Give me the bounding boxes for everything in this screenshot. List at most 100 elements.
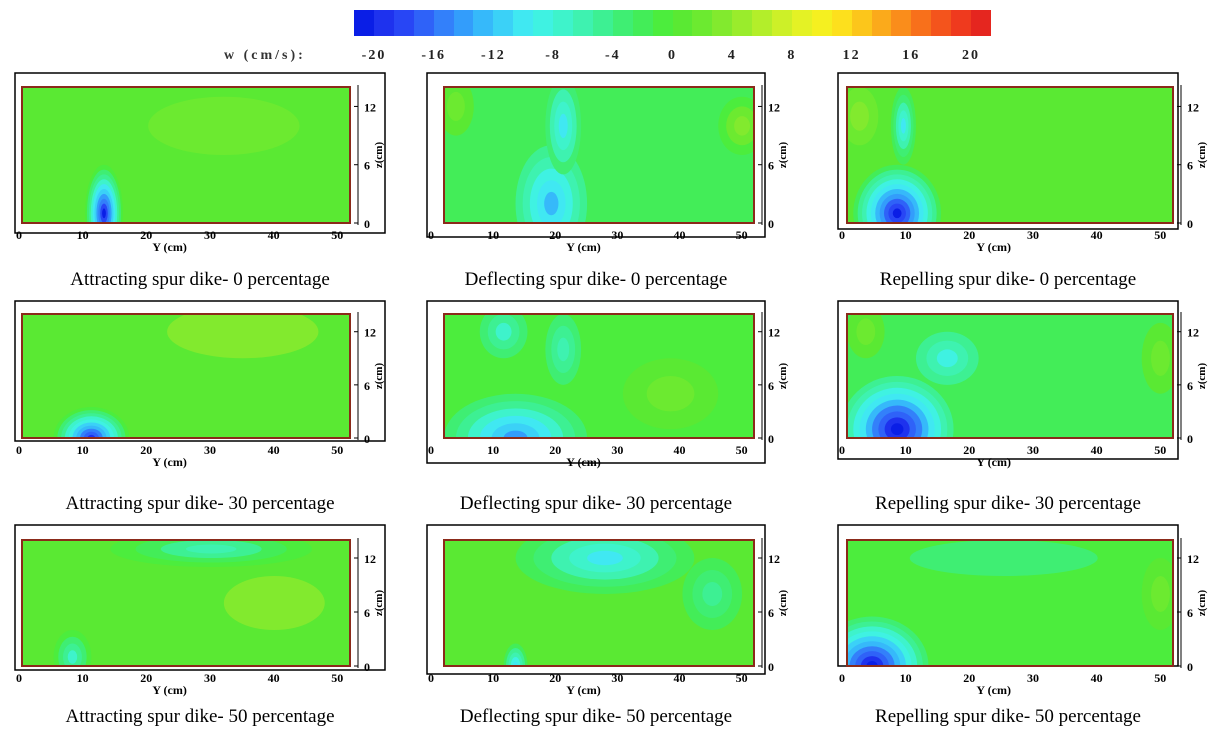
- z-tick-label: 6: [364, 159, 370, 173]
- contour-level: [734, 116, 751, 136]
- contour-panel: 0 6 12 z(cm) 0 10 20 30 40 50 Y (cm) Repelling spur…: [837, 524, 1208, 727]
- x-tick-label: 10: [487, 671, 499, 685]
- colorbar-swatch: [752, 10, 773, 36]
- x-tick-label: 50: [1154, 228, 1166, 242]
- x-tick-label: 30: [611, 443, 623, 457]
- colorbar-swatch: [533, 10, 554, 36]
- colorbar-tick-label: -4: [604, 48, 621, 63]
- x-tick-label: 0: [428, 228, 434, 242]
- channel-boundary: [846, 539, 1174, 667]
- x-tick-label: 30: [204, 443, 216, 457]
- colorbar-tick-label: -8: [545, 48, 561, 63]
- colorbar-tick-label: -20: [361, 48, 387, 63]
- z-axis-label: z(cm): [1196, 363, 1208, 390]
- x-tick-label: 0: [839, 443, 845, 457]
- x-tick-label: 50: [331, 671, 343, 685]
- x-tick-label: 30: [611, 671, 623, 685]
- colorbar-swatch: [354, 10, 374, 36]
- contour-level: [850, 101, 869, 131]
- x-axis-label: Y (cm): [152, 455, 187, 469]
- x-tick-label: 20: [140, 228, 152, 242]
- colorbar-tick-label: -16: [421, 48, 447, 63]
- colorbar-swatch: [911, 10, 932, 36]
- z-axis-label: z(cm): [373, 142, 385, 169]
- contour-panel: 0 6 12 z(cm) 0 10 20 30 40 50 Y (cm) Attracting spu…: [14, 300, 386, 514]
- z-axis-label: z(cm): [373, 590, 385, 617]
- x-tick-label: 30: [1027, 671, 1039, 685]
- z-tick-label: 12: [768, 100, 780, 114]
- panel-frame: [837, 300, 1179, 460]
- x-tick-label: 40: [673, 228, 685, 242]
- contour-level: [223, 576, 325, 630]
- z-tick-label: 12: [768, 552, 780, 566]
- contour-level: [856, 318, 876, 346]
- x-axis-label: Y (cm): [976, 683, 1011, 697]
- contour-level: [513, 661, 518, 666]
- x-tick-label: 50: [331, 443, 343, 457]
- colorbar-swatch: [433, 10, 454, 36]
- x-tick-label: 0: [428, 443, 434, 457]
- x-tick-label: 50: [736, 228, 748, 242]
- colorbar-tick-label: 12: [842, 48, 861, 63]
- contour-panel: 0 6 12 z(cm) 0 10 20 30 40 50 Y (cm) Repelling spur…: [837, 72, 1208, 290]
- colorbar-swatch: [791, 10, 812, 36]
- x-tick-label: 0: [16, 228, 22, 242]
- x-axis-label: Y (cm): [976, 240, 1011, 254]
- z-axis-label: z(cm): [777, 142, 789, 169]
- x-tick-label: 50: [1154, 671, 1166, 685]
- x-tick-label: 30: [1027, 443, 1039, 457]
- contour-level: [148, 96, 300, 155]
- x-tick-label: 10: [77, 671, 89, 685]
- z-axis-label: z(cm): [777, 363, 789, 390]
- panel-caption: Deflecting spur dike- 0 percentage: [465, 269, 728, 290]
- x-tick-label: 0: [16, 443, 22, 457]
- x-axis-label: Y (cm): [976, 455, 1011, 469]
- z-tick-label: 0: [364, 432, 370, 446]
- x-tick-label: 20: [963, 671, 975, 685]
- colorbar-swatch: [891, 10, 912, 36]
- z-tick-label: 6: [364, 379, 370, 393]
- contour-panel: 0 6 12 z(cm) 0 10 20 30 40 50 Y (cm) Repelling spur…: [837, 300, 1208, 514]
- contour-level: [503, 430, 528, 438]
- panel-frame: [426, 72, 766, 238]
- x-axis-label: Y (cm): [152, 240, 187, 254]
- contour-level: [900, 118, 906, 134]
- contour-level: [1151, 340, 1170, 376]
- panel-caption: Attracting spur dike- 50 percentage: [65, 706, 334, 727]
- colorbar-tick-label: 0: [668, 48, 677, 63]
- colorbar-tick-label: 8: [787, 48, 797, 63]
- z-tick-label: 0: [768, 660, 774, 674]
- colorbar-swatch: [712, 10, 733, 36]
- colorbar-swatch: [732, 10, 753, 36]
- contour-panel: 0 6 12 z(cm) 0 10 20 30 40 50 Y (cm) Deflecting spu…: [426, 72, 789, 290]
- colorbar-title: w (cm/s):: [224, 48, 306, 63]
- contour-level: [702, 582, 723, 606]
- panel-frame: [14, 72, 386, 234]
- x-tick-label: 40: [268, 443, 280, 457]
- contour-panel: 0 6 12 z(cm) 0 10 20 30 40 50 Y (cm) Attracting spu…: [14, 524, 386, 727]
- x-tick-label: 0: [16, 671, 22, 685]
- x-tick-label: 10: [900, 443, 912, 457]
- contour-level: [646, 376, 695, 412]
- x-tick-label: 40: [1091, 228, 1103, 242]
- panel-caption: Deflecting spur dike- 50 percentage: [460, 706, 732, 727]
- x-tick-label: 30: [204, 228, 216, 242]
- z-tick-label: 0: [364, 217, 370, 231]
- channel-boundary: [443, 86, 755, 224]
- z-axis-label: z(cm): [373, 363, 385, 390]
- colorbar-swatch: [553, 10, 573, 36]
- contour-level: [67, 650, 78, 664]
- colorbar-swatch: [572, 10, 593, 36]
- z-tick-label: 0: [768, 217, 774, 231]
- panel-caption: Repelling spur dike- 30 percentage: [875, 493, 1141, 514]
- colorbar-tick-label: 20: [962, 48, 980, 63]
- x-tick-label: 20: [963, 443, 975, 457]
- x-axis-label: Y (cm): [566, 240, 601, 254]
- x-tick-label: 40: [673, 443, 685, 457]
- contour-base-fill: [444, 87, 754, 223]
- contour-level: [167, 314, 319, 359]
- colorbar-swatch: [652, 10, 673, 36]
- colorbar: [354, 10, 991, 36]
- z-axis-label: z(cm): [1196, 590, 1208, 617]
